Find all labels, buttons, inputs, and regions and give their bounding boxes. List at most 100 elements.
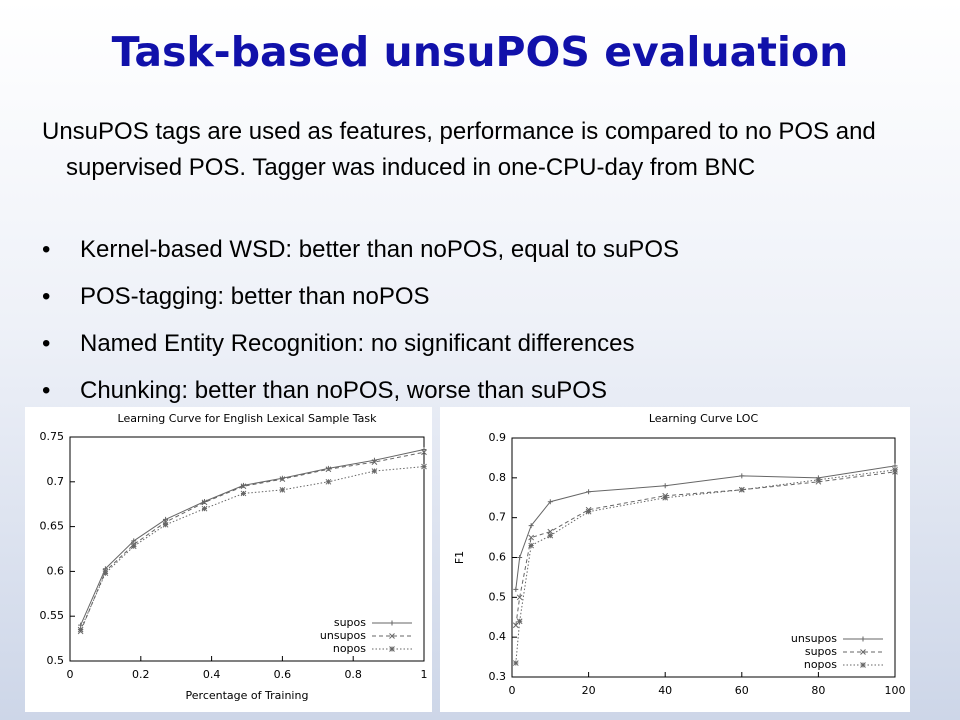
legend-marker (389, 646, 395, 652)
series-line (515, 465, 896, 590)
data-point (586, 489, 592, 495)
x-tick-label: 0.4 (203, 668, 221, 681)
data-point (240, 483, 247, 490)
data-point (102, 566, 108, 572)
data-point (279, 475, 285, 481)
data-point (421, 449, 427, 456)
data-point (240, 490, 247, 497)
data-point (279, 476, 286, 482)
legend-marker (389, 620, 395, 626)
data-point (130, 543, 137, 550)
series-line (80, 466, 425, 630)
y-tick-label: 0.9 (489, 431, 507, 444)
data-point (513, 586, 519, 592)
x-tick-label: 100 (885, 684, 906, 697)
data-point (77, 626, 84, 633)
x-tick-label: 1 (421, 668, 428, 681)
series-line (515, 469, 896, 664)
data-point (528, 542, 535, 549)
x-tick-label: 0 (509, 684, 516, 697)
slide-title: Task-based unsuPOS evaluation (111, 28, 849, 76)
series-line (515, 471, 896, 626)
data-point (240, 482, 246, 488)
legend-marker (860, 649, 866, 655)
data-point (421, 447, 427, 453)
series-line (80, 449, 425, 626)
legend-marker (860, 662, 866, 668)
chart-title: Learning Curve for English Lexical Sampl… (118, 412, 378, 425)
y-tick-label: 0.7 (489, 511, 507, 524)
y-tick-label: 0.5 (489, 590, 507, 603)
legend-label: unsupos (791, 632, 837, 645)
data-point (279, 487, 286, 493)
data-point (815, 476, 822, 483)
data-point (516, 618, 523, 625)
y-tick-label: 0.65 (40, 520, 65, 533)
data-point (662, 494, 669, 501)
data-point (662, 483, 668, 489)
x-tick-label: 20 (582, 684, 596, 697)
y-tick-label: 0.55 (40, 609, 65, 622)
data-point (371, 468, 378, 474)
bullet: Chunking: better than noPOS, worse than … (42, 373, 679, 420)
data-point (102, 570, 109, 577)
y-tick-label: 0.7 (47, 475, 65, 488)
y-tick-label: 0.6 (47, 564, 65, 577)
bullet: Named Entity Recognition: no significant… (42, 326, 679, 373)
data-point (325, 478, 332, 485)
data-point (739, 473, 745, 479)
bullet-list: Kernel-based WSD: better than noPOS, equ… (42, 232, 679, 420)
x-axis-label: Percentage of Training (186, 689, 309, 702)
chart-title: Learning Curve LOC (649, 412, 759, 425)
x-tick-label: 40 (658, 684, 672, 697)
x-tick-label: 0.2 (132, 668, 150, 681)
y-tick-label: 0.75 (40, 430, 65, 443)
data-point (892, 467, 898, 473)
x-tick-label: 0.6 (274, 668, 292, 681)
legend-label: supos (334, 616, 366, 629)
data-point (201, 505, 208, 512)
chart: Learning Curve for English Lexical Sampl… (25, 407, 432, 712)
data-point (738, 486, 745, 493)
data-point (528, 534, 535, 541)
plot-frame (511, 437, 896, 678)
x-tick-label: 80 (811, 684, 825, 697)
legend-label: unsupos (320, 629, 366, 642)
data-point (202, 499, 208, 505)
data-point (131, 538, 137, 544)
y-tick-label: 0.3 (489, 670, 507, 683)
bullet: Kernel-based WSD: better than noPOS, equ… (42, 232, 679, 279)
data-point (162, 521, 169, 528)
data-point (528, 523, 534, 529)
data-point (325, 465, 331, 471)
data-point (516, 594, 523, 601)
bullet: POS-tagging: better than noPOS (42, 279, 679, 326)
legend-marker (860, 636, 866, 642)
data-point (201, 499, 208, 506)
y-tick-label: 0.8 (489, 471, 507, 484)
data-point (512, 660, 519, 666)
x-tick-label: 60 (735, 684, 749, 697)
intro-text: UnsuPOS tags are used as features, perfo… (42, 118, 876, 181)
x-tick-label: 0 (67, 668, 74, 681)
data-point (585, 508, 592, 515)
data-point (371, 459, 378, 465)
y-tick-label: 0.5 (47, 654, 65, 667)
chart: Learning Curve LOC F1 0.3 0.4 0.5 0.6 0.7 0.8 0.… (440, 407, 910, 712)
data-point (517, 555, 523, 560)
legend-label: nopos (804, 658, 837, 671)
legend-marker (389, 633, 395, 639)
data-point (325, 466, 332, 473)
plot-frame (69, 436, 425, 662)
series-line (80, 451, 425, 632)
y-axis-label: F1 (453, 551, 466, 564)
data-point (421, 463, 427, 470)
legend-label: supos (805, 645, 837, 658)
data-point (547, 532, 554, 539)
x-tick-label: 0.8 (344, 668, 362, 681)
y-tick-label: 0.4 (489, 630, 507, 643)
data-point (163, 516, 169, 522)
data-point (547, 499, 553, 505)
y-tick-label: 0.6 (489, 551, 507, 564)
